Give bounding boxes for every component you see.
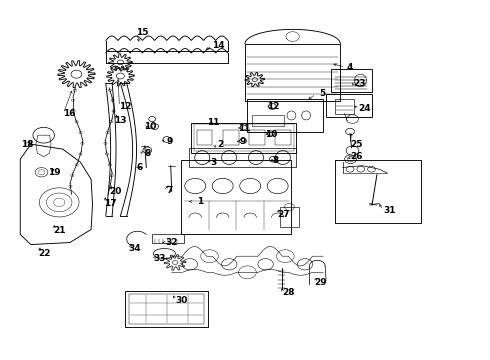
Text: 23: 23: [354, 79, 366, 88]
Bar: [335, 99, 354, 114]
Text: 10: 10: [144, 122, 156, 131]
Text: 27: 27: [277, 210, 290, 219]
Bar: [191, 123, 296, 153]
Bar: [331, 69, 372, 92]
Text: 17: 17: [104, 199, 117, 208]
Bar: [326, 94, 372, 117]
Text: 33: 33: [153, 255, 166, 264]
Text: 6: 6: [137, 163, 143, 172]
Bar: [129, 294, 204, 324]
Text: 34: 34: [129, 244, 142, 253]
Text: 22: 22: [38, 249, 51, 258]
Text: 28: 28: [283, 288, 295, 297]
Text: 29: 29: [315, 278, 327, 287]
Text: 21: 21: [53, 226, 66, 235]
Bar: [152, 234, 184, 243]
Text: 32: 32: [166, 238, 178, 247]
Text: 25: 25: [350, 140, 363, 149]
Text: 12: 12: [267, 102, 280, 111]
Text: 1: 1: [197, 197, 203, 206]
Text: 3: 3: [210, 158, 217, 167]
Text: 20: 20: [109, 187, 122, 196]
Text: 11: 11: [238, 123, 250, 132]
Bar: [335, 160, 421, 223]
Text: 8: 8: [144, 149, 150, 158]
Text: 15: 15: [136, 28, 148, 37]
Bar: [245, 44, 340, 101]
Bar: [196, 130, 212, 145]
Text: 7: 7: [166, 186, 172, 195]
Text: 18: 18: [22, 140, 34, 149]
Text: 26: 26: [350, 152, 363, 161]
Text: 19: 19: [48, 168, 61, 177]
Bar: [275, 130, 291, 145]
Text: 9: 9: [240, 137, 246, 146]
Bar: [280, 207, 299, 226]
Bar: [194, 125, 294, 151]
Text: 10: 10: [265, 130, 277, 139]
Bar: [252, 116, 284, 126]
Text: 24: 24: [358, 104, 371, 113]
Text: 2: 2: [218, 140, 224, 149]
Text: 30: 30: [175, 296, 188, 305]
Text: 8: 8: [272, 156, 279, 165]
Text: 31: 31: [383, 206, 395, 215]
Text: 13: 13: [114, 116, 126, 125]
Bar: [125, 291, 208, 327]
Bar: [249, 130, 265, 145]
Text: 12: 12: [119, 102, 131, 111]
Bar: [189, 148, 296, 167]
Text: 9: 9: [166, 137, 172, 146]
Text: 4: 4: [347, 63, 353, 72]
Text: 16: 16: [63, 109, 75, 118]
Bar: [247, 99, 323, 132]
Text: 5: 5: [319, 89, 325, 98]
Text: 11: 11: [207, 118, 220, 127]
Bar: [181, 160, 292, 234]
Bar: [223, 130, 239, 145]
Text: 14: 14: [212, 41, 224, 50]
